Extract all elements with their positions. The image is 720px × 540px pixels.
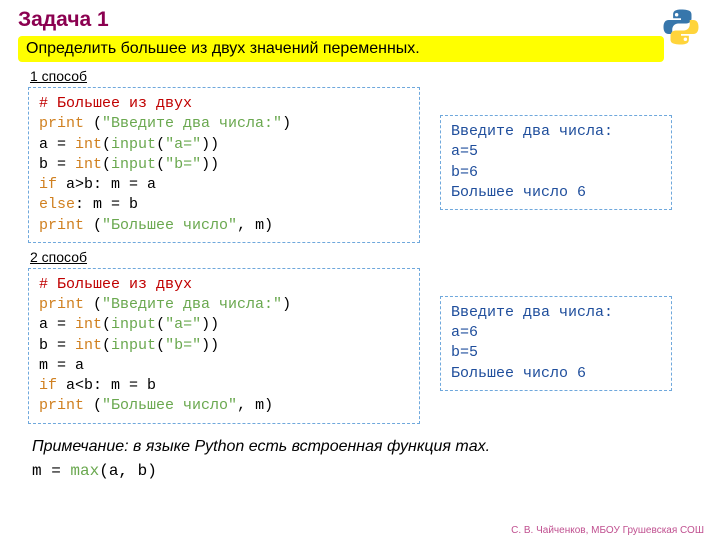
output-block-2: Введите два числа: a=6 b=5 Большее число… (440, 296, 672, 391)
code-block-2: # Большее из двух print ("Введите два чи… (28, 268, 420, 424)
python-logo-icon (660, 6, 702, 48)
subtitle-bar: Определить большее из двух значений пере… (18, 36, 664, 62)
page-title: Задача 1 (18, 8, 702, 32)
method2-label: 2 способ (30, 249, 702, 265)
note-text: Примечание: в языке Python есть встроенн… (32, 438, 702, 456)
code-block-1: # Большее из двух print ("Введите два чи… (28, 87, 420, 243)
method1-label: 1 способ (30, 68, 702, 84)
note-code: m = max(a, b) (32, 462, 702, 480)
footer-credit: С. В. Чайченков, МБОУ Грушевская СОШ (511, 525, 704, 536)
output-block-1: Введите два числа: a=5 b=6 Большее число… (440, 115, 672, 210)
